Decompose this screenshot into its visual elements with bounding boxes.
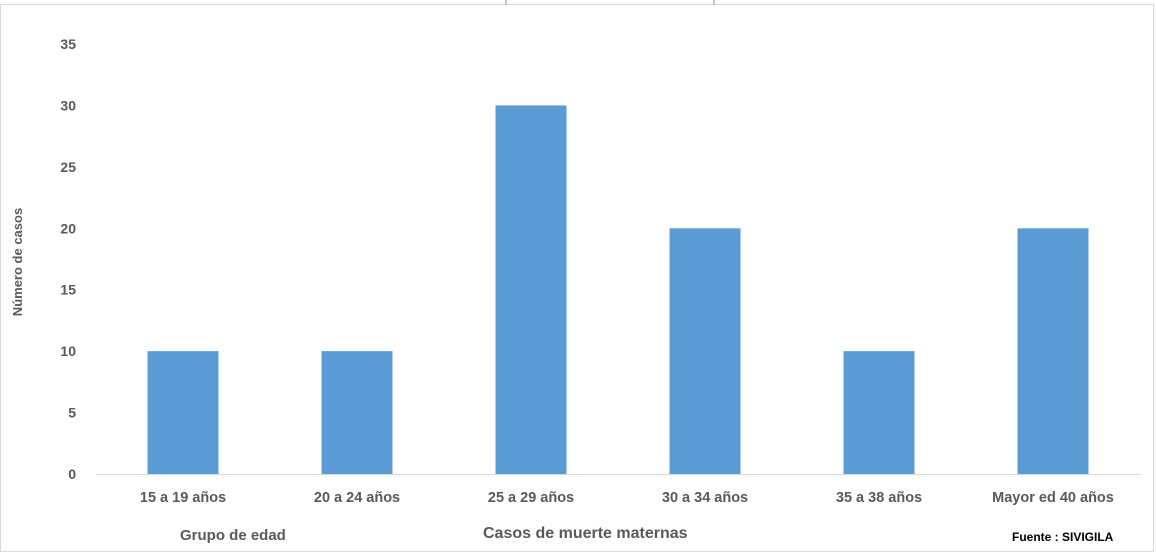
- x-axis-title: Casos de muerte maternas: [483, 525, 688, 542]
- x-tick-label: 20 a 24 años: [314, 490, 400, 506]
- y-axis-ticks: 0 5 10 15 20 25 30 35: [60, 36, 76, 482]
- x-tick-label: 25 a 29 años: [488, 490, 574, 506]
- x-axis-labels: 15 a 19 años 20 a 24 años 25 a 29 años 30 a…: [140, 490, 1114, 506]
- bar: [495, 105, 567, 474]
- top-clipped-marks: [505, 0, 715, 5]
- bar: [843, 351, 915, 474]
- y-tick-label: 0: [68, 466, 76, 482]
- y-tick-label: 20: [60, 220, 76, 236]
- y-tick-label: 10: [60, 343, 76, 359]
- y-tick-label: 30: [60, 97, 76, 113]
- x-tick-label: 30 a 34 años: [662, 490, 748, 506]
- y-tick-label: 25: [60, 159, 76, 175]
- source-label: Fuente : SIVIGILA: [1012, 530, 1114, 544]
- x-tick-label: 35 a 38 años: [836, 490, 922, 506]
- bar: [1017, 228, 1089, 474]
- group-label: Grupo de edad: [180, 527, 286, 544]
- bar: [147, 351, 219, 474]
- chart-frame: [0, 4, 1154, 552]
- bar: [669, 228, 741, 474]
- y-tick-label: 5: [68, 405, 76, 421]
- y-tick-label: 15: [60, 282, 76, 298]
- bar: [321, 351, 393, 474]
- y-tick-label: 35: [60, 36, 76, 52]
- bars: [147, 105, 1089, 474]
- x-tick-label: Mayor ed 40 años: [992, 490, 1114, 506]
- y-axis-title: Número de casos: [10, 208, 25, 316]
- x-tick-label: 15 a 19 años: [140, 490, 226, 506]
